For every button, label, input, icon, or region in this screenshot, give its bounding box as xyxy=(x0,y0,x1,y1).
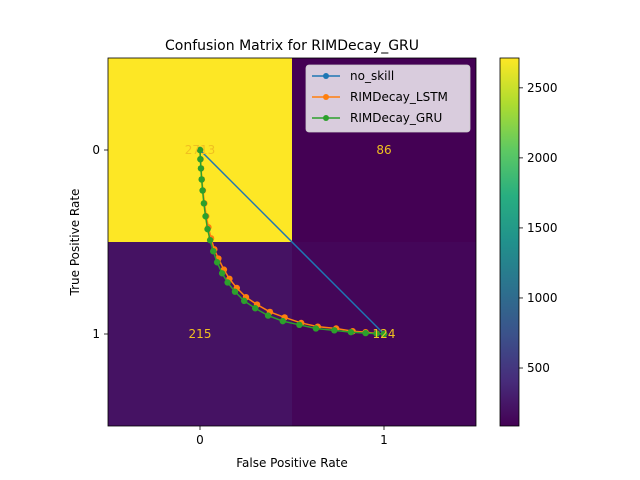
legend: no_skill RIMDecay_LSTM RIMDecay_GRU xyxy=(305,64,471,133)
series-point-RIMDecay_GRU xyxy=(200,200,208,207)
y-axis-ticks: 01 xyxy=(92,143,108,341)
series-point-RIMDecay_GRU xyxy=(279,317,286,325)
series-point-RIMDecay_GRU xyxy=(224,279,231,286)
colorbar-tick-label: 500 xyxy=(527,361,550,375)
colorbar xyxy=(499,57,520,427)
x-tick-label: 1 xyxy=(380,433,388,447)
plot-frame xyxy=(107,57,477,427)
colorbar-tick-label: 1500 xyxy=(527,221,558,235)
series-point-RIMDecay_GRU xyxy=(204,225,211,233)
legend-marker xyxy=(323,73,329,79)
series-point-RIMDecay_GRU xyxy=(218,270,226,277)
series-point-RIMDecay_GRU xyxy=(206,236,214,244)
series-point-RIMDecay_GRU xyxy=(347,328,355,336)
series-point-RIMDecay_GRU xyxy=(252,305,259,312)
y-tick-label: 1 xyxy=(92,327,100,341)
colorbar-ticks: 500 1000 1500 2000 2500 xyxy=(519,81,558,375)
series-point-RIMDecay_GRU xyxy=(362,329,369,337)
colorbar-tick-label: 2000 xyxy=(527,151,558,165)
series-point-RIMDecay_GRU xyxy=(373,330,380,337)
series-point-RIMDecay_GRU xyxy=(380,330,388,338)
colorbar-tick-label: 2500 xyxy=(527,81,558,95)
y-tick-label: 0 xyxy=(92,143,100,157)
cell-value-label: 2713 xyxy=(185,143,216,157)
series-point-RIMDecay_GRU xyxy=(312,325,320,332)
series-point-RIMDecay_GRU xyxy=(331,327,338,334)
chart-title: Confusion Matrix for RIMDecay_GRU xyxy=(165,38,419,54)
legend-box xyxy=(305,64,471,133)
colorbar-tick-label: 1000 xyxy=(527,291,558,305)
legend-marker xyxy=(323,115,329,121)
roc-curves xyxy=(196,146,388,338)
series-point-RIMDecay_GRU xyxy=(197,156,204,163)
series-point-RIMDecay_GRU xyxy=(296,321,303,328)
legend-marker xyxy=(323,94,329,100)
cell-value-label: 215 xyxy=(189,327,212,341)
series-point-RIMDecay_GRU xyxy=(231,288,239,295)
legend-label: no_skill xyxy=(350,69,394,83)
legend-label: RIMDecay_LSTM xyxy=(350,90,448,104)
series-point-RIMDecay_GRU xyxy=(264,312,272,319)
cell-annotations: 2713 86 215 124 xyxy=(185,143,396,341)
y-axis-label: True Positive Rate xyxy=(68,189,82,297)
series-point-RIMDecay_GRU xyxy=(202,213,209,220)
cell-value-label: 124 xyxy=(373,327,396,341)
series-point-RIMDecay_GRU xyxy=(197,165,205,172)
series-point-RIMDecay_GRU xyxy=(198,176,205,183)
x-axis-label: False Positive Rate xyxy=(236,456,348,470)
series-point-RIMDecay_GRU xyxy=(213,259,221,266)
series-point-RIMDecay_GRU xyxy=(240,297,248,305)
x-tick-label: 0 xyxy=(196,433,204,447)
series-point-RIMDecay_GRU xyxy=(210,248,217,255)
heatmap-cell xyxy=(108,242,292,426)
series-point-RIMDecay_GRU xyxy=(199,187,206,194)
legend-label: RIMDecay_GRU xyxy=(350,111,442,125)
series-point-RIMDecay_GRU xyxy=(196,146,204,154)
series-line-no_skill xyxy=(199,149,385,335)
cell-value-label: 86 xyxy=(376,143,391,157)
